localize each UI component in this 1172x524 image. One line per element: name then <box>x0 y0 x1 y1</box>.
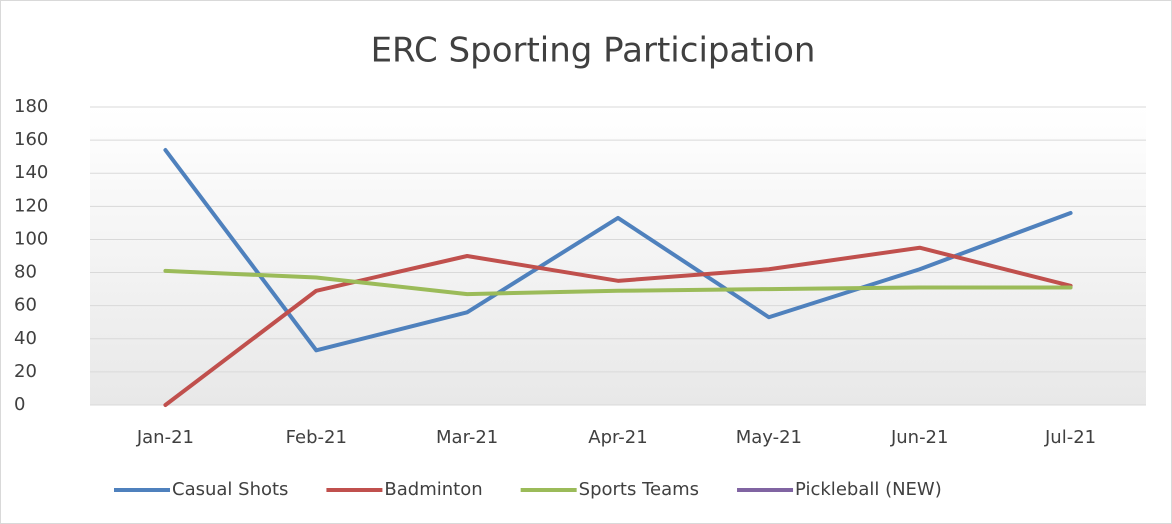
legend-label: Badminton <box>384 479 482 500</box>
y-tick-label: 120 <box>14 195 48 216</box>
x-tick-label: Apr-21 <box>588 427 647 448</box>
y-tick-label: 80 <box>14 262 37 283</box>
x-tick-label: Mar-21 <box>436 427 498 448</box>
x-tick-label: Jul-21 <box>1044 427 1096 448</box>
legend-label: Pickleball (NEW) <box>795 479 942 500</box>
legend-label: Sports Teams <box>579 479 699 500</box>
series-line <box>163 268 1073 297</box>
y-tick-label: 140 <box>14 162 48 183</box>
y-tick-label: 180 <box>14 96 48 117</box>
legend-label: Casual Shots <box>172 479 288 500</box>
y-tick-label: 60 <box>14 295 37 316</box>
y-tick-label: 0 <box>14 394 25 415</box>
chart-title: ERC Sporting Participation <box>371 31 816 71</box>
x-tick-label: Feb-21 <box>286 427 347 448</box>
plot-area <box>90 107 1146 405</box>
x-tick-label: May-21 <box>736 427 802 448</box>
y-tick-label: 100 <box>14 228 48 249</box>
series-line <box>163 148 1073 353</box>
x-tick-label: Jan-21 <box>136 427 194 448</box>
x-tick-label: Jun-21 <box>890 427 949 448</box>
y-tick-label: 160 <box>14 129 48 150</box>
series-line <box>163 245 1073 407</box>
y-tick-label: 40 <box>14 328 37 349</box>
y-tick-label: 20 <box>14 361 37 382</box>
